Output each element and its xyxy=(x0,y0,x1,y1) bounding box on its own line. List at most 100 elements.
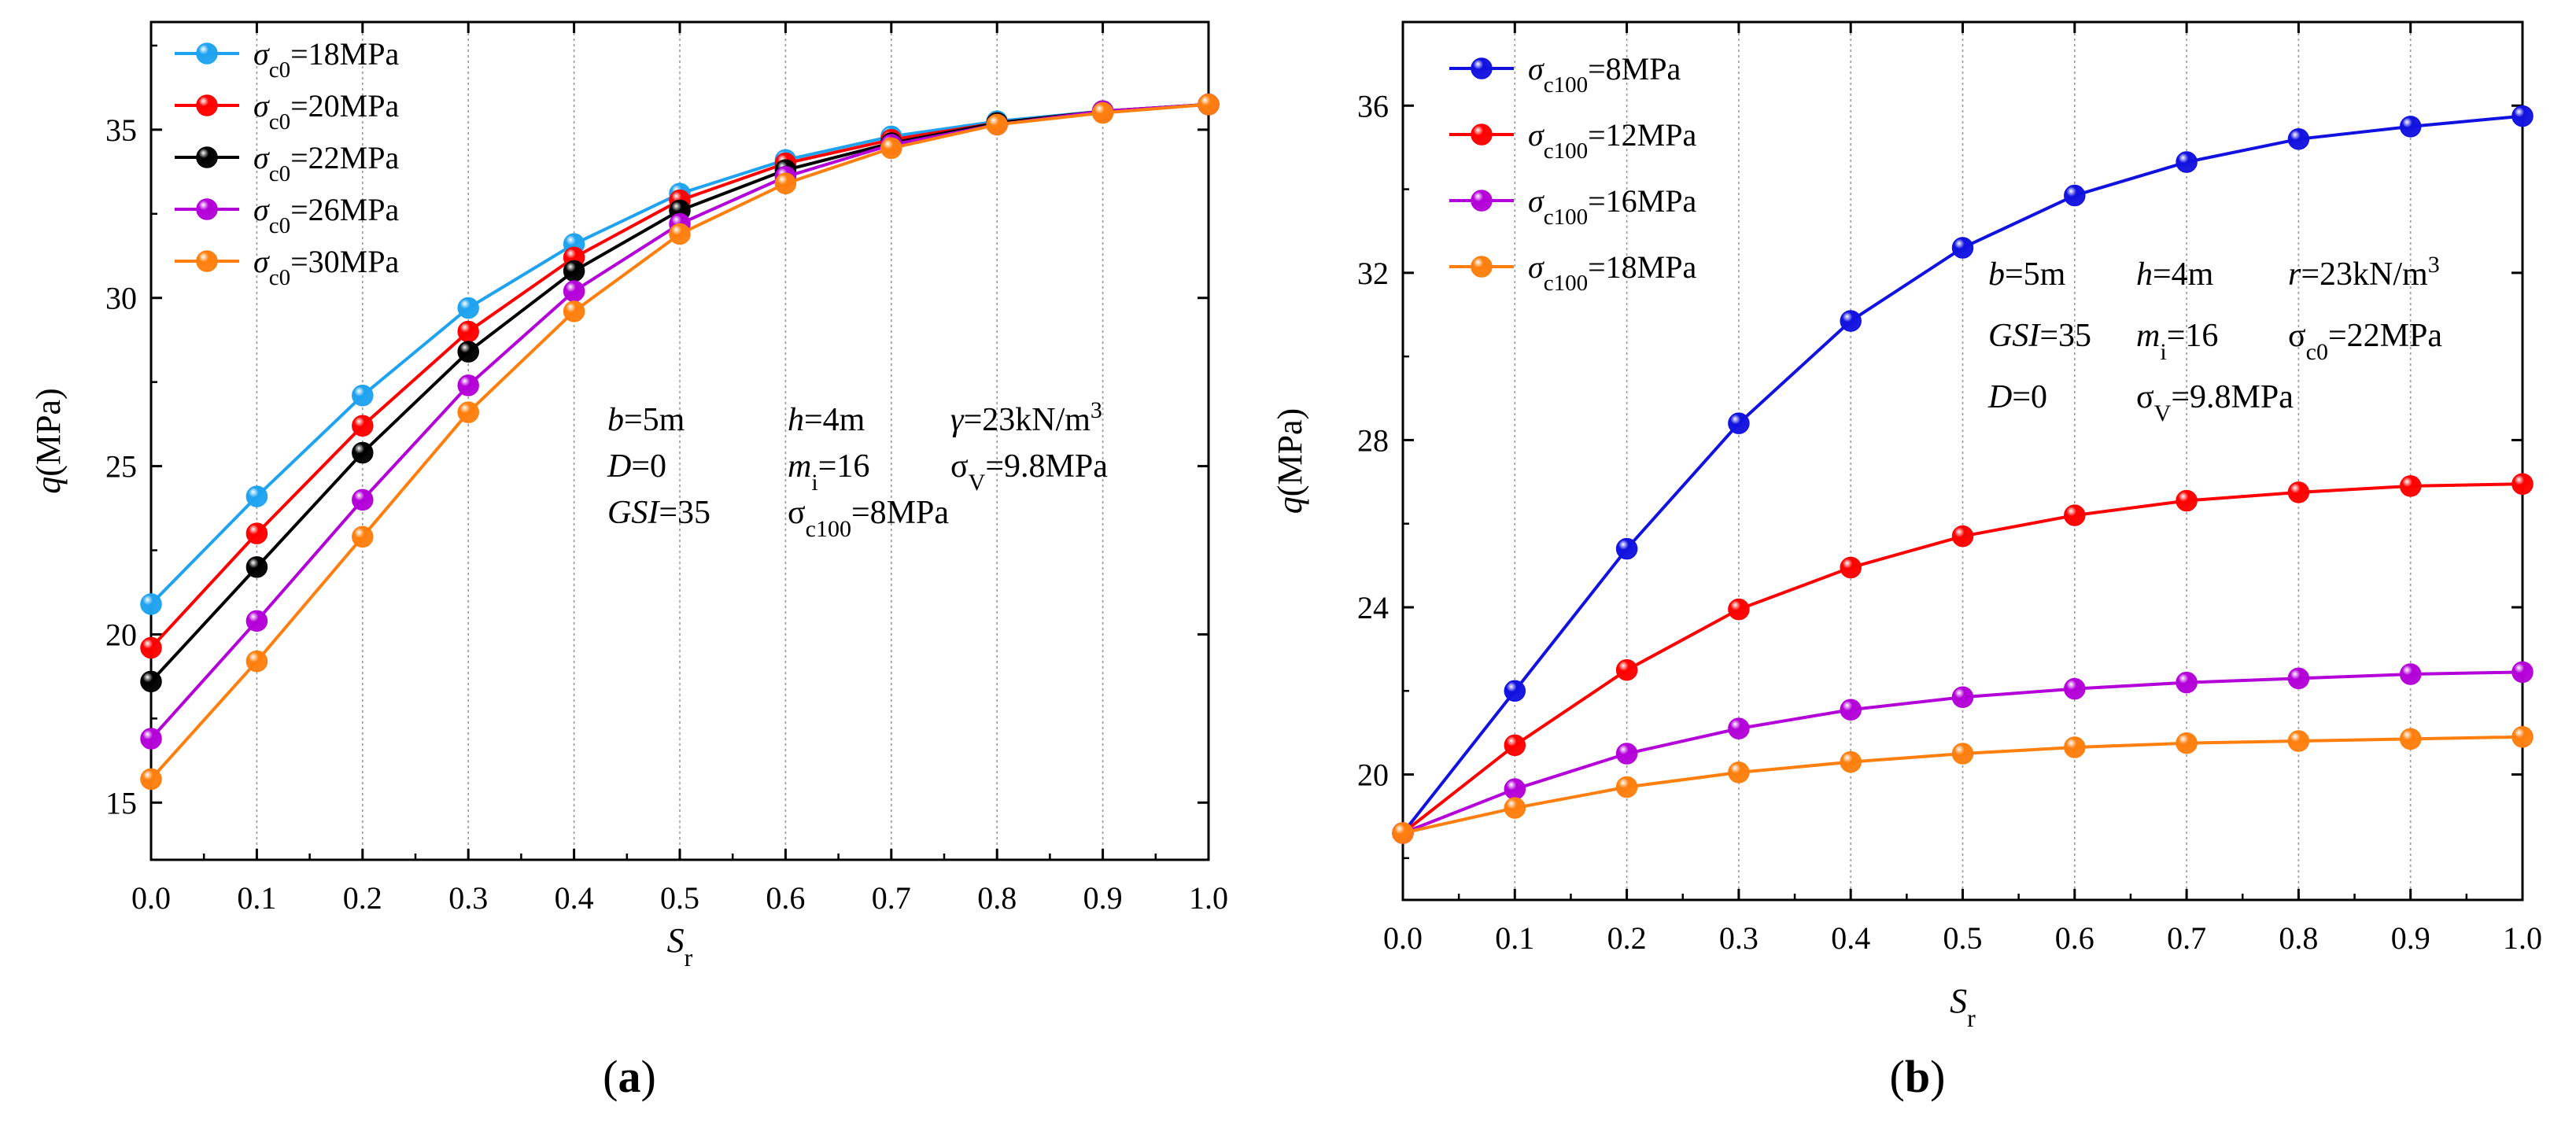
data-point xyxy=(1504,680,1526,702)
data-point xyxy=(2287,128,2310,150)
annotation-text: GSI=35 xyxy=(1988,318,2091,354)
legend: σc100=8MPa σc100=12MPa σc100=16MPa σc100=18… xyxy=(1449,51,1696,296)
y-tick-label: 32 xyxy=(1357,256,1389,291)
data-point xyxy=(245,650,268,673)
x-tick-label: 0.4 xyxy=(555,880,594,916)
y-tick-label: 30 xyxy=(105,281,137,316)
data-point xyxy=(140,768,162,791)
legend-swatch-marker xyxy=(196,250,218,272)
series-group xyxy=(1392,105,2534,844)
annotation-text: σc0=22MPa xyxy=(2288,318,2442,365)
data-point xyxy=(1840,556,1862,579)
chart-panel-b: 0.0 0.1 0.2 0.3 0.4 0.5 0.6 0.7 0.8 0.9 1.0 20 24 28 3… xyxy=(1271,20,2542,1102)
x-tick-label: 0.7 xyxy=(872,880,911,916)
y-tick-label: 28 xyxy=(1357,422,1389,458)
data-point xyxy=(669,223,691,245)
data-point xyxy=(2511,661,2534,684)
annotation-text: mi=16 xyxy=(2136,318,2218,365)
parameter-annotations: b=5m GSI=35 D=0 h=4m mi=16 σV=9.8MPa r=23kN/m3… xyxy=(1987,252,2442,426)
annotation-text: σc100=8MPa xyxy=(788,495,949,542)
annotation-text: h=4m xyxy=(2136,256,2214,293)
x-axis-label: Sr xyxy=(1950,982,1976,1032)
legend-label: σc0=22MPa xyxy=(253,140,399,186)
data-point xyxy=(140,593,162,615)
legend: σc0=18MPa σc0=20MPa σc0=22MPa σc0=26MPa σc0=… xyxy=(175,36,399,290)
data-point xyxy=(2287,730,2310,752)
data-point xyxy=(2064,736,2086,758)
y-tick-label: 20 xyxy=(105,617,137,652)
legend-label: σc100=16MPa xyxy=(1528,183,1696,230)
annotation-text: b=5m xyxy=(607,402,685,438)
data-point xyxy=(1615,776,1638,798)
data-point xyxy=(1615,743,1638,765)
legend-label: σc0=30MPa xyxy=(253,244,399,290)
data-point xyxy=(245,556,268,578)
annotation-text: GSI=35 xyxy=(607,495,710,531)
annotation-text: σV=9.8MPa xyxy=(2136,379,2294,426)
data-point xyxy=(2511,473,2534,495)
data-point xyxy=(2511,105,2534,127)
data-point xyxy=(2399,116,2422,138)
data-point xyxy=(1728,598,1750,621)
legend-label: σc0=18MPa xyxy=(253,36,399,83)
data-point xyxy=(1615,537,1638,560)
x-tick-label: 0.3 xyxy=(448,880,488,916)
x-tick-label: 0.0 xyxy=(131,880,171,916)
data-point xyxy=(352,441,374,464)
x-tick-label: 0.4 xyxy=(1831,920,1870,956)
annotation-text: σV=9.8MPa xyxy=(950,448,1108,496)
data-point xyxy=(140,636,162,659)
x-axis-label: Sr xyxy=(667,921,693,972)
y-axis: 15 20 25 30 35 xyxy=(105,44,1209,820)
series-group xyxy=(140,94,1220,791)
annotation-text: h=4m xyxy=(788,402,865,438)
annotation-text: D=0 xyxy=(1987,379,2047,415)
data-point xyxy=(140,728,162,750)
x-tick-label: 0.3 xyxy=(1719,920,1759,956)
annotation-text: γ=23kN/m3 xyxy=(950,397,1102,439)
x-tick-label: 0.6 xyxy=(766,880,805,916)
data-point xyxy=(245,522,268,544)
legend-label: σc100=18MPa xyxy=(1528,249,1696,296)
y-tick-label: 35 xyxy=(105,112,137,148)
data-point xyxy=(2176,671,2198,694)
data-point xyxy=(352,385,374,407)
data-point xyxy=(2064,504,2086,526)
data-point xyxy=(1840,310,1862,332)
data-point xyxy=(1840,699,1862,721)
x-tick-label: 0.8 xyxy=(2279,920,2318,956)
data-point xyxy=(1392,822,1414,844)
legend-swatch-marker xyxy=(1471,190,1493,212)
data-point xyxy=(2287,667,2310,690)
data-point xyxy=(2176,489,2198,512)
data-point xyxy=(1728,412,1750,434)
x-tick-label: 0.0 xyxy=(1383,920,1423,956)
x-tick-label: 0.5 xyxy=(660,880,699,916)
x-tick-label: 0.8 xyxy=(977,880,1017,916)
legend-swatch-marker xyxy=(1471,256,1493,278)
data-point xyxy=(1615,658,1638,681)
y-tick-label: 24 xyxy=(1357,590,1389,625)
panel-label: (b) xyxy=(1890,1051,1946,1102)
legend-label: σc100=8MPa xyxy=(1528,51,1681,98)
y-tick-label: 20 xyxy=(1357,758,1389,793)
data-point xyxy=(457,320,479,343)
legend-swatch-marker xyxy=(196,94,218,116)
annotation-text: b=5m xyxy=(1988,256,2066,293)
x-tick-label: 0.2 xyxy=(343,880,382,916)
legend-swatch-marker xyxy=(1471,124,1493,146)
legend-label: σc0=20MPa xyxy=(253,88,399,135)
data-point xyxy=(245,485,268,507)
y-tick-label: 15 xyxy=(105,785,137,820)
x-axis: 0.0 0.1 0.2 0.3 0.4 0.5 0.6 0.7 0.8 0.9 1.0 xyxy=(131,22,1228,916)
panel-label: (a) xyxy=(603,1051,656,1102)
data-point xyxy=(457,297,479,319)
data-point xyxy=(1951,686,1974,709)
data-point xyxy=(1951,743,1974,765)
data-point xyxy=(2064,184,2086,207)
legend-label: σc100=12MPa xyxy=(1528,117,1696,164)
data-point xyxy=(1504,797,1526,819)
data-point xyxy=(2399,728,2422,750)
data-point xyxy=(140,670,162,693)
